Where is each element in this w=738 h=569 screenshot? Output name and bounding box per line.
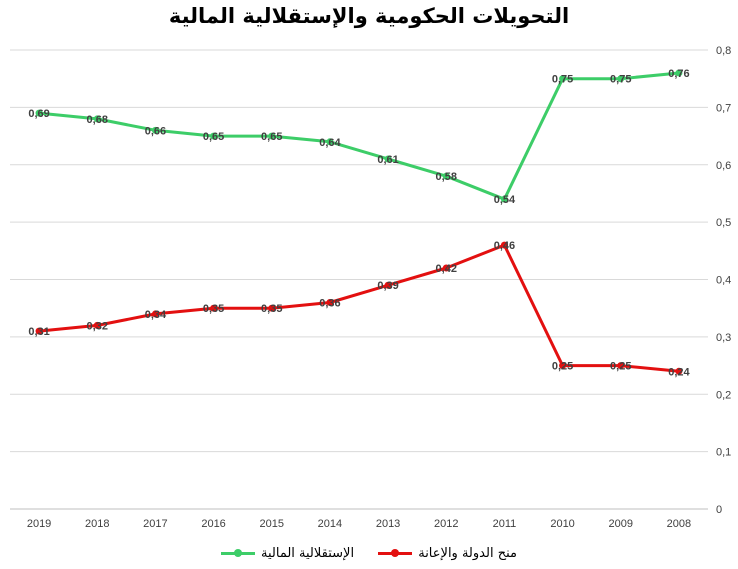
y-tick-label: 0,2 (716, 389, 731, 401)
data-label: 0,35 (203, 303, 224, 315)
data-label: 0,68 (87, 114, 108, 126)
data-point (500, 241, 508, 249)
legend-item-state-grants[interactable]: منح الدولة والإعانة (378, 546, 517, 561)
legend-swatch-red (378, 549, 413, 557)
data-label: 0,39 (377, 280, 398, 292)
data-point (151, 310, 159, 318)
data-label: 0,24 (668, 366, 690, 378)
data-point (93, 115, 101, 123)
series-line-1 (37, 243, 681, 373)
data-label: 0,76 (668, 68, 689, 80)
data-point (442, 264, 450, 272)
data-point (35, 327, 43, 335)
x-tick-label: 2015 (260, 518, 284, 530)
data-point (559, 362, 567, 370)
legend-swatch-green (221, 549, 255, 557)
chart-title: التحويلات الحكومية والإستقلالية المالية (168, 4, 570, 28)
data-point (384, 155, 392, 163)
data-label: 0,46 (494, 240, 515, 252)
data-label: 0,31 (28, 326, 49, 338)
x-tick-label: 2012 (434, 518, 458, 530)
data-label: 0,75 (552, 74, 573, 86)
data-point (675, 69, 683, 77)
data-point (617, 75, 625, 83)
y-tick-label: 0,4 (716, 275, 731, 287)
data-point (151, 126, 159, 134)
x-tick-label: 2008 (667, 518, 691, 530)
series-lines (35, 69, 683, 375)
data-point (35, 109, 43, 117)
x-tick-label: 2018 (85, 518, 109, 530)
data-point (559, 75, 567, 83)
data-label: 0,54 (494, 194, 516, 206)
x-tick-label: 2019 (27, 518, 51, 530)
data-point (268, 304, 276, 312)
data-label: 0,42 (436, 263, 457, 275)
data-label: 0,32 (87, 320, 108, 332)
data-point (617, 362, 625, 370)
legend-label: الإستقلالية المالية (261, 546, 355, 561)
data-label: 0,35 (261, 303, 282, 315)
x-tick-label: 2011 (493, 518, 517, 530)
data-label: 0,66 (145, 125, 166, 137)
series-line-0 (37, 71, 681, 201)
y-tick-label: 0,5 (716, 217, 731, 229)
y-tick-label: 0 (716, 504, 722, 516)
legend-item-financial-autonomy[interactable]: الإستقلالية المالية (221, 546, 354, 561)
data-label: 0,75 (610, 74, 631, 86)
y-tick-label: 0,6 (716, 160, 731, 172)
data-point (500, 195, 508, 203)
x-tick-label: 2009 (609, 518, 633, 530)
data-point (675, 367, 683, 375)
data-label: 0,58 (436, 171, 457, 183)
x-tick-label: 2016 (201, 518, 225, 530)
data-point (268, 132, 276, 140)
data-point (384, 281, 392, 289)
gridlines (10, 49, 708, 510)
data-labels: 0,69 0,68 0,66 0,65 0,65 0,64 0,61 0,58 0,54 0,75… (28, 68, 690, 378)
y-tick-label: 0,1 (716, 447, 731, 459)
data-point (326, 138, 334, 146)
x-tick-label: 2010 (550, 518, 574, 530)
y-axis-ticks: 0 0,1 0,2 0,3 0,4 0,5 0,6 0,7 0,8 (716, 45, 731, 516)
data-label: 0,61 (377, 154, 398, 166)
data-point (442, 172, 450, 180)
x-axis-ticks: 2019 2018 2017 2016 2015 2014 2013 2012 2011 2010… (27, 518, 691, 530)
data-label: 0,25 (552, 361, 573, 373)
legend: الإستقلالية المالية منح الدولة والإعانة (0, 544, 738, 561)
legend-label: منح الدولة والإعانة (418, 546, 517, 561)
data-label: 0,36 (319, 297, 340, 309)
y-tick-label: 0,8 (716, 45, 731, 57)
data-point (210, 132, 218, 140)
data-label: 0,25 (610, 361, 631, 373)
data-label: 0,65 (261, 131, 282, 143)
y-tick-label: 0,3 (716, 332, 731, 344)
data-label: 0,65 (203, 131, 224, 143)
x-tick-label: 2013 (376, 518, 400, 530)
data-point (93, 321, 101, 329)
y-tick-label: 0,7 (716, 102, 731, 114)
x-tick-label: 2014 (318, 518, 342, 530)
data-label: 0,34 (145, 309, 167, 321)
data-point (326, 298, 334, 306)
data-label: 0,69 (28, 108, 49, 120)
data-point (210, 304, 218, 312)
x-tick-label: 2017 (143, 518, 167, 530)
data-label: 0,64 (319, 137, 341, 149)
